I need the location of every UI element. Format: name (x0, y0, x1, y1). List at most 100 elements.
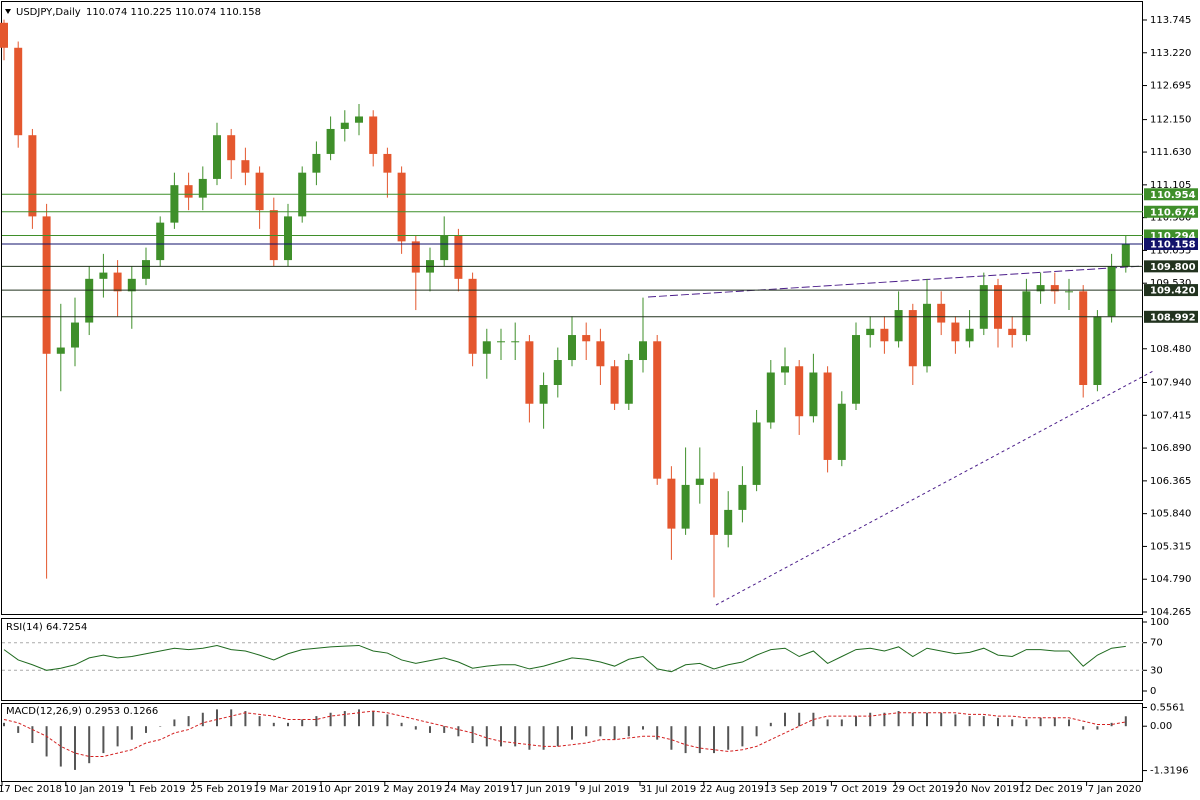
candle-body (781, 366, 789, 373)
macd-bar (968, 716, 971, 727)
dropdown-icon[interactable] (5, 9, 11, 14)
candle-body (667, 478, 676, 529)
candle-body (809, 372, 818, 417)
candle-body (213, 135, 221, 179)
candle-body (71, 322, 79, 348)
candle-body (1036, 285, 1045, 292)
y-tick-label: 112.695 (1150, 81, 1191, 92)
x-tick-label: 9 Jul 2019 (579, 784, 629, 795)
macd-bar (230, 709, 233, 727)
macd-bar (315, 716, 318, 727)
macd-bar (329, 712, 332, 727)
level-label: 108.992 (1150, 312, 1196, 323)
macd-bar (187, 716, 190, 727)
macd-bar (159, 726, 162, 727)
candle-body (56, 347, 65, 354)
candle-body (866, 328, 875, 336)
candle-body (184, 185, 193, 198)
macd-bar (1082, 726, 1085, 730)
candle-body (795, 366, 804, 417)
y-tick-label: 108.480 (1150, 344, 1191, 355)
y-tick-label: 107.940 (1150, 378, 1191, 389)
x-tick-label: 10 Apr 2019 (318, 784, 380, 795)
candle-body (0, 22, 8, 48)
candle-body (397, 172, 406, 242)
y-tick-label: 100 (1150, 617, 1169, 628)
macd-bar (414, 726, 417, 730)
macd-bar (1039, 717, 1042, 727)
macd-bar (784, 712, 786, 727)
macd-bar (372, 711, 375, 727)
candle-body (1065, 291, 1073, 293)
candle-body (1107, 266, 1116, 317)
macd-bar (88, 726, 91, 764)
macd-bar (940, 712, 943, 727)
candle-body (156, 222, 165, 261)
x-tick-label: 24 May 2019 (444, 784, 509, 795)
macd-bar (798, 712, 801, 727)
candle-body (497, 341, 505, 343)
level-label-bg (1144, 188, 1198, 201)
candle-body (227, 135, 236, 161)
macd-bar (514, 726, 517, 747)
y-tick-label: 111.105 (1150, 180, 1191, 191)
macd-bar (471, 726, 474, 744)
macd-bar (287, 722, 289, 727)
candle-body (28, 135, 37, 217)
macd-bar (713, 726, 715, 754)
macd-bar (627, 726, 630, 737)
level-label: 110.294 (1150, 231, 1196, 242)
panel-title: MACD(12,26,9) 0.2953 0.1266 (6, 706, 158, 717)
y-tick-label: -1.3196 (1150, 766, 1189, 777)
candle-body (639, 341, 647, 361)
macd-bar (443, 726, 446, 733)
macd-bar (840, 719, 843, 727)
macd-bar (812, 712, 815, 727)
macd-bar (400, 722, 403, 727)
level-label: 109.420 (1150, 286, 1196, 297)
y-tick-label: 30 (1150, 665, 1163, 676)
macd-bar (429, 726, 431, 733)
candle-body (710, 478, 718, 535)
macd-bar (1110, 722, 1113, 727)
macd-bar (1011, 719, 1014, 727)
candle-body (525, 341, 534, 404)
candle-body (923, 303, 931, 367)
candle-body (766, 372, 775, 423)
candle-body (1079, 291, 1088, 385)
macd-bar (17, 726, 20, 733)
candle-body (383, 153, 392, 173)
candle-body (653, 341, 662, 479)
trendline (715, 369, 1156, 606)
macd-bar (59, 726, 62, 767)
macd-bar (74, 726, 76, 770)
macd-bar (343, 711, 346, 727)
candle-body (582, 335, 591, 342)
macd-bar (1025, 719, 1028, 727)
y-tick-label: 106.890 (1150, 443, 1191, 454)
macd-bar (216, 709, 218, 727)
candle-body (624, 360, 633, 404)
candle-body (880, 328, 889, 342)
y-tick-label: 113.745 (1150, 15, 1191, 26)
y-tick-label: 105.315 (1150, 541, 1191, 552)
candle-body (440, 235, 449, 261)
macd-bar (869, 712, 872, 727)
macd-bar (556, 726, 559, 747)
macd-bar (642, 726, 644, 730)
macd-bar (769, 722, 772, 727)
x-tick-label: 29 Oct 2019 (892, 784, 954, 795)
macd-bar (386, 714, 389, 727)
candle-body (411, 241, 420, 273)
level-label-bg (1144, 284, 1198, 297)
candle-body (752, 422, 761, 485)
macd-bar (926, 712, 928, 727)
macd-bar (45, 726, 48, 757)
macd-bar (116, 726, 119, 747)
level-label-bg (1144, 310, 1198, 323)
candle-body (284, 216, 292, 261)
y-tick-label: 0 (1150, 686, 1156, 697)
macd-bar (301, 719, 304, 727)
macd-bar (130, 726, 133, 740)
macd-bar (599, 726, 602, 737)
